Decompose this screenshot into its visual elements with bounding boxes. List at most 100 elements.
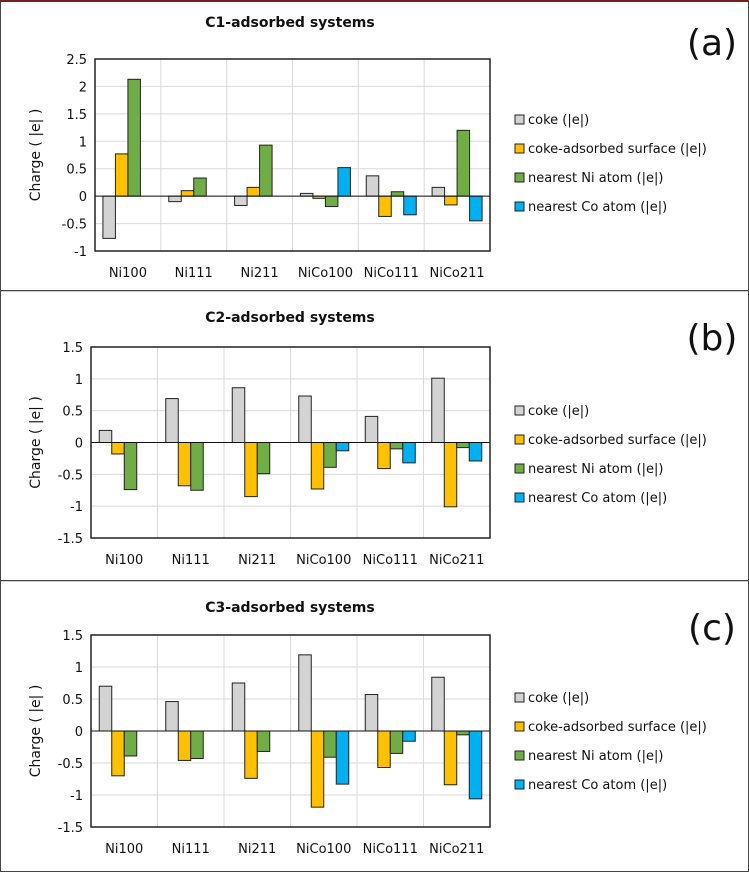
bar-1-Ni111	[177, 730, 192, 761]
chart-title: C2-adsorbed systems	[205, 310, 374, 326]
y-tick-label: -1.5	[58, 532, 83, 547]
bar-3-NiCo111	[403, 195, 417, 216]
bar-3-NiCo111	[402, 442, 416, 464]
bar-1-NiCo211	[443, 442, 458, 508]
bar-2-NiCo111	[390, 191, 405, 197]
bar-2-NiCo211	[456, 730, 470, 736]
y-tick-label: 2.5	[66, 53, 87, 68]
panel-label: (c)	[688, 608, 736, 649]
bar-0-Ni100	[98, 685, 113, 732]
bar-0-Ni211	[234, 195, 248, 206]
bar-3-NiCo100	[335, 442, 350, 452]
bar-2-NiCo211	[456, 442, 470, 449]
chart-title: C1-adsorbed systems	[205, 15, 374, 31]
bar-0-NiCo100	[298, 395, 312, 443]
x-tick-label: NiCo111	[363, 553, 418, 568]
bar-0-NiCo211	[431, 676, 445, 732]
legend-entry: coke (|e|)	[528, 113, 589, 128]
legend-entry: nearest Co atom (|e|)	[528, 491, 667, 506]
bar-1-Ni100	[111, 442, 125, 455]
bar-3-NiCo111	[402, 730, 416, 742]
legend-swatch	[514, 201, 525, 212]
bar-3-NiCo100	[335, 730, 350, 785]
y-axis-label: Charge ( |e| )	[28, 109, 44, 202]
y-tick-label: 0.5	[62, 405, 83, 420]
bar-1-NiCo211	[443, 730, 458, 786]
x-tick-label: NiCo211	[429, 842, 484, 857]
legend-entry: nearest Ni atom (|e|)	[528, 171, 663, 186]
chart-title: C3-adsorbed systems	[205, 600, 374, 616]
bar-1-Ni211	[244, 442, 258, 498]
bar-0-NiCo100	[298, 654, 312, 732]
bar-1-NiCo100	[310, 730, 325, 808]
bar-1-Ni111	[180, 190, 195, 197]
bar-1-NiCo111	[377, 730, 391, 768]
bar-2-NiCo111	[389, 442, 404, 450]
legend-swatch	[514, 463, 525, 474]
y-tick-label: -0.5	[58, 757, 83, 772]
plot-area-frame	[94, 58, 491, 252]
bar-1-Ni111	[177, 442, 192, 487]
x-tick-label: Ni100	[105, 553, 143, 568]
x-tick-label: Ni211	[241, 266, 279, 281]
bar-3-NiCo211	[468, 730, 483, 800]
bar-0-Ni100	[102, 195, 116, 239]
bar-1-NiCo100	[310, 442, 325, 490]
x-tick-label: Ni111	[175, 266, 213, 281]
bar-2-Ni100	[123, 730, 138, 757]
bar-1-NiCo211	[444, 195, 458, 206]
bar-0-Ni211	[231, 682, 246, 732]
y-tick-label: 0	[75, 437, 83, 452]
y-tick-label: -1.5	[58, 821, 83, 836]
bar-0-Ni211	[231, 387, 246, 443]
y-tick-label: -0.5	[62, 218, 87, 233]
y-tick-label: 1.5	[66, 108, 87, 123]
bar-0-Ni111	[165, 398, 179, 443]
legend-swatch	[514, 779, 525, 790]
y-axis-label: Charge ( |e| )	[28, 685, 44, 778]
bar-1-Ni100	[114, 153, 129, 197]
legend-swatch	[514, 750, 525, 761]
bar-2-NiCo100	[324, 195, 339, 208]
bar-0-NiCo111	[364, 415, 379, 443]
bar-1-NiCo111	[378, 195, 392, 217]
x-tick-label: NiCo100	[296, 842, 351, 857]
bar-0-NiCo211	[431, 186, 446, 197]
y-tick-label: -0.5	[58, 468, 83, 483]
plot-area-frame	[90, 346, 491, 539]
bar-2-NiCo100	[323, 730, 337, 758]
legend-entry: nearest Ni atom (|e|)	[528, 749, 663, 764]
chart-panel-b: C2-adsorbed systems (b) -1.5 -1 -0.5 0 0.5 1 1.5…	[0, 290, 749, 568]
y-tick-label: 1	[75, 373, 83, 388]
bar-2-Ni100	[123, 442, 138, 491]
legend-entry: nearest Ni atom (|e|)	[528, 462, 663, 477]
bar-2-Ni100	[127, 78, 141, 197]
panel-label: (b)	[687, 318, 738, 359]
x-tick-label: Ni111	[172, 842, 210, 857]
legend-swatch	[514, 492, 525, 503]
legend-swatch	[514, 143, 525, 154]
x-tick-label: NiCo100	[298, 266, 353, 281]
x-tick-label: Ni100	[109, 266, 147, 281]
x-tick-label: NiCo211	[429, 553, 484, 568]
bar-2-NiCo100	[323, 442, 337, 468]
y-tick-label: 0	[75, 725, 83, 740]
x-tick-label: Ni211	[238, 553, 276, 568]
chart-panel-c: C3-adsorbed systems (c) -1.5 -1 -0.5 0 0.5 1 1.5…	[0, 580, 749, 857]
x-tick-label: NiCo111	[363, 842, 418, 857]
bar-3-NiCo100	[337, 167, 351, 197]
bar-2-Ni111	[190, 730, 204, 760]
bar-2-Ni111	[193, 177, 207, 197]
y-tick-label: -1	[74, 245, 87, 260]
bar-3-NiCo211	[468, 442, 483, 462]
x-tick-label: NiCo211	[429, 266, 484, 281]
bar-0-Ni111	[165, 701, 179, 732]
bar-1-Ni211	[244, 730, 258, 779]
bar-2-Ni211	[256, 442, 271, 475]
plot-area-frame	[90, 634, 491, 828]
y-tick-label: 0	[79, 190, 87, 205]
x-tick-label: NiCo100	[296, 553, 351, 568]
legend-swatch	[514, 114, 525, 125]
bar-0-NiCo211	[431, 377, 445, 443]
y-tick-label: 0.5	[62, 693, 83, 708]
